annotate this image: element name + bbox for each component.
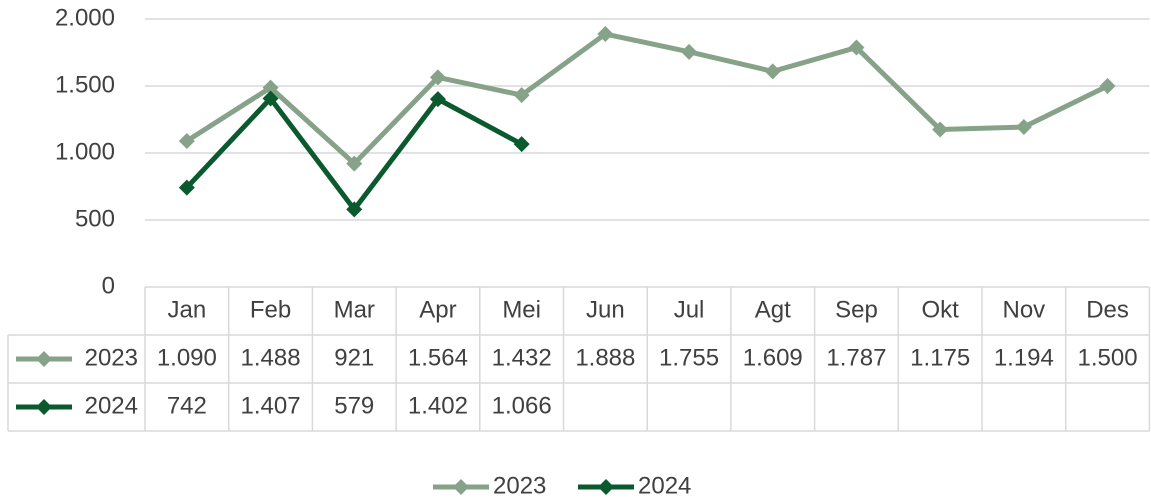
table-value: 1.175 — [910, 344, 970, 371]
point-marker — [429, 69, 446, 86]
y-tick-label: 1.500 — [55, 71, 115, 98]
legend-label: 2024 — [638, 472, 691, 499]
x-tick-label: Nov — [1003, 296, 1046, 323]
legend-marker — [36, 399, 52, 415]
point-marker — [513, 136, 530, 153]
point-marker — [346, 201, 363, 218]
table-value: 921 — [334, 344, 374, 371]
point-marker — [681, 43, 698, 60]
table-value: 1.407 — [241, 392, 301, 419]
table-value: 1.787 — [826, 344, 886, 371]
table-series-name: 2023 — [85, 344, 138, 371]
y-tick-label: 2.000 — [55, 4, 115, 31]
table-value: 1.888 — [575, 344, 635, 371]
x-tick-label: Feb — [250, 296, 291, 323]
x-tick-label: Okt — [921, 296, 959, 323]
point-marker — [178, 179, 195, 196]
table-value: 1.066 — [492, 392, 552, 419]
point-marker — [346, 155, 363, 172]
table-value: 742 — [167, 392, 207, 419]
point-marker — [1015, 119, 1032, 136]
table-value: 579 — [334, 392, 374, 419]
table-value: 1.402 — [408, 392, 468, 419]
x-tick-label: Jul — [674, 296, 705, 323]
x-tick-label: Mei — [502, 296, 541, 323]
legend-label: 2023 — [493, 472, 546, 499]
point-marker — [932, 121, 949, 138]
y-tick-label: 0 — [102, 272, 115, 299]
x-tick-label: Des — [1086, 296, 1129, 323]
table-value: 1.194 — [994, 344, 1054, 371]
x-tick-label: Jan — [167, 296, 206, 323]
series-line — [185, 95, 523, 212]
legend-marker — [36, 351, 52, 367]
y-tick-label: 1.000 — [55, 138, 115, 165]
table-value: 1.090 — [157, 344, 217, 371]
table-value: 1.432 — [492, 344, 552, 371]
table-value: 1.500 — [1078, 344, 1138, 371]
x-tick-label: Sep — [835, 296, 878, 323]
legend-marker — [453, 479, 469, 495]
x-tick-label: Jun — [586, 296, 625, 323]
legend-marker — [598, 479, 614, 495]
y-tick-label: 500 — [75, 205, 115, 232]
point-marker — [513, 87, 530, 104]
point-marker — [262, 79, 279, 96]
x-tick-label: Apr — [419, 296, 456, 323]
table-value: 1.609 — [743, 344, 803, 371]
table-value: 1.564 — [408, 344, 468, 371]
point-marker — [848, 39, 865, 56]
x-tick-label: Agt — [755, 296, 791, 323]
table-value: 1.755 — [659, 344, 719, 371]
point-marker — [178, 132, 195, 149]
point-marker — [764, 63, 781, 80]
point-marker — [1099, 78, 1116, 94]
series-line — [185, 31, 1109, 167]
table-value: 1.488 — [241, 344, 301, 371]
point-marker — [262, 90, 279, 107]
point-marker — [597, 26, 614, 43]
point-marker — [429, 91, 446, 108]
table-series-name: 2024 — [85, 392, 138, 419]
x-tick-label: Mar — [334, 296, 375, 323]
